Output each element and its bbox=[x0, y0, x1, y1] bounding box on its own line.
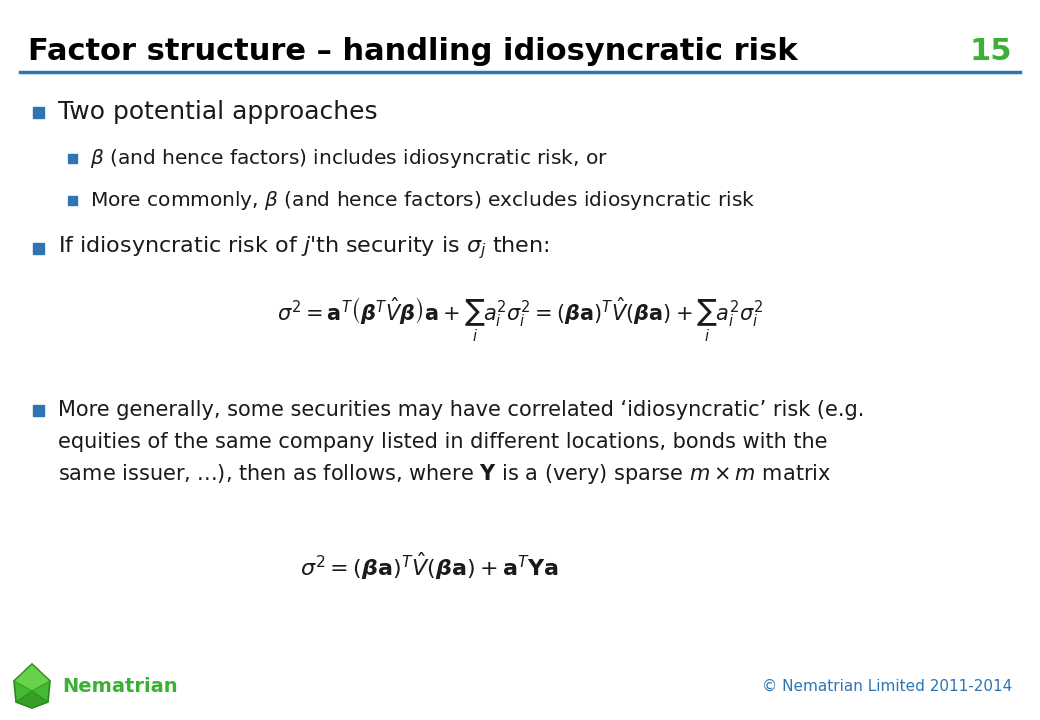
Text: More generally, some securities may have correlated ‘idiosyncratic’ risk (e.g.: More generally, some securities may have… bbox=[58, 400, 864, 420]
Text: equities of the same company listed in different locations, bonds with the: equities of the same company listed in d… bbox=[58, 432, 828, 452]
Text: 15: 15 bbox=[969, 37, 1012, 66]
Text: $\sigma^2 = \left(\boldsymbol{\beta}\mathbf{a}\right)^T \hat{V} \left(\boldsymbo: $\sigma^2 = \left(\boldsymbol{\beta}\mat… bbox=[301, 550, 560, 582]
Polygon shape bbox=[14, 664, 50, 691]
Text: Two potential approaches: Two potential approaches bbox=[58, 100, 378, 124]
Text: More commonly, $\beta$ (and hence factors) excludes idiosyncratic risk: More commonly, $\beta$ (and hence factor… bbox=[90, 189, 755, 212]
Text: same issuer, ...), then as follows, where $\mathbf{Y}$ is a (very) sparse $m \ti: same issuer, ...), then as follows, wher… bbox=[58, 462, 831, 486]
FancyBboxPatch shape bbox=[32, 107, 44, 117]
Polygon shape bbox=[16, 691, 48, 708]
Text: Factor structure – handling idiosyncratic risk: Factor structure – handling idiosyncrati… bbox=[28, 37, 798, 66]
FancyBboxPatch shape bbox=[32, 243, 44, 253]
Text: $\beta$ (and hence factors) includes idiosyncratic risk, or: $\beta$ (and hence factors) includes idi… bbox=[90, 146, 608, 169]
Text: Nematrian: Nematrian bbox=[62, 677, 178, 696]
FancyBboxPatch shape bbox=[32, 405, 44, 415]
Text: If idiosyncratic risk of $j$'th security is $\sigma_j$ then:: If idiosyncratic risk of $j$'th security… bbox=[58, 235, 549, 261]
Text: © Nematrian Limited 2011-2014: © Nematrian Limited 2011-2014 bbox=[761, 678, 1012, 693]
Text: $\sigma^2 = \mathbf{a}^T \left(\boldsymbol{\beta}^T \hat{V} \boldsymbol{\beta}\r: $\sigma^2 = \mathbf{a}^T \left(\boldsymb… bbox=[277, 296, 763, 344]
Polygon shape bbox=[14, 664, 50, 708]
FancyBboxPatch shape bbox=[68, 196, 77, 204]
FancyBboxPatch shape bbox=[68, 153, 77, 163]
